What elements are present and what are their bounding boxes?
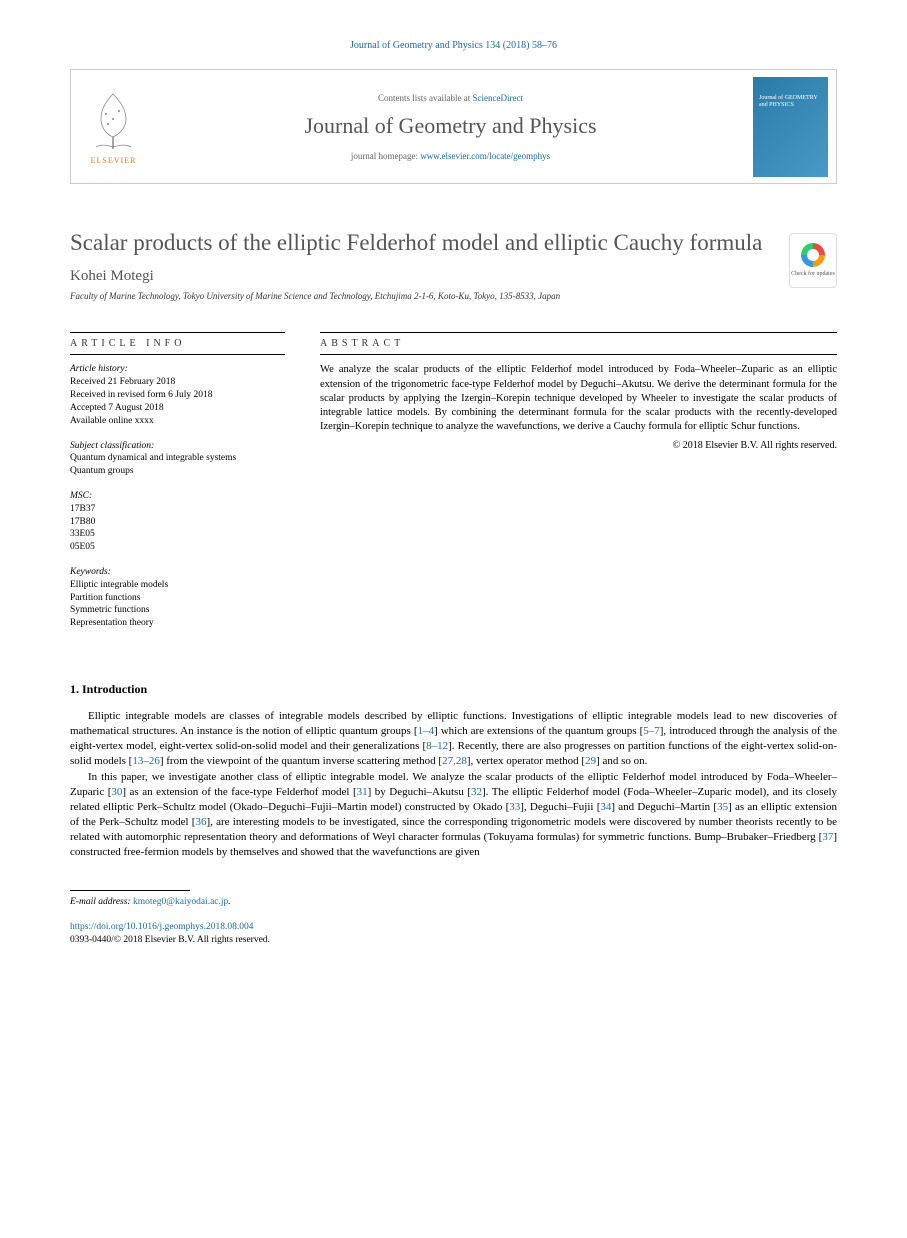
article-info-column: article info Article history: Received 2… [70,332,285,642]
issn-copyright: 0393-0440/© 2018 Elsevier B.V. All right… [70,935,270,945]
abstract-column: abstract We analyze the scalar products … [320,332,837,642]
citation-ref[interactable]: 29 [585,755,596,767]
footer-separator [70,890,190,891]
citation-ref[interactable]: 33 [509,801,520,813]
subject-line: Quantum dynamical and integrable systems [70,452,285,465]
msc-code: 05E05 [70,541,285,554]
citation-ref[interactable]: 8–12 [426,740,448,752]
citation-ref[interactable]: 34 [600,801,611,813]
subject-label: Subject classification: [70,440,285,453]
citation-ref[interactable]: 32 [471,786,482,798]
history-line: Received 21 February 2018 [70,376,285,389]
msc-block: MSC: 17B37 17B80 33E05 05E05 [70,490,285,554]
homepage-line: journal homepage: www.elsevier.com/locat… [176,151,725,161]
citation-ref[interactable]: 36 [195,816,206,828]
contents-prefix: Contents lists available at [378,93,472,103]
homepage-prefix: journal homepage: [351,151,420,161]
keywords-block: Keywords: Elliptic integrable models Par… [70,566,285,630]
email-link[interactable]: kmoteg0@kaiyodai.ac.jp [133,897,228,907]
title-block: Scalar products of the elliptic Felderho… [70,229,837,302]
article-title: Scalar products of the elliptic Felderho… [70,229,769,258]
keyword: Elliptic integrable models [70,579,285,592]
introduction-section: 1. Introduction Elliptic integrable mode… [70,682,837,859]
elsevier-label: ELSEVIER [91,156,137,165]
citation-ref[interactable]: 37 [822,831,833,843]
elsevier-logo: ELSEVIER [71,70,156,183]
history-label: Article history: [70,363,285,376]
homepage-link[interactable]: www.elsevier.com/locate/geomphys [420,151,550,161]
cover-title-text: Journal of GEOMETRY and PHYSICS [759,95,822,109]
contents-lists-line: Contents lists available at ScienceDirec… [176,93,725,103]
article-info-heading: article info [70,332,285,355]
check-updates-label: Check for updates [791,271,835,278]
history-line: Accepted 7 August 2018 [70,402,285,415]
intro-paragraph-1: Elliptic integrable models are classes o… [70,709,837,768]
header-center: Contents lists available at ScienceDirec… [156,83,745,171]
citation-ref[interactable]: 31 [357,786,368,798]
top-citation: Journal of Geometry and Physics 134 (201… [70,40,837,51]
article-history: Article history: Received 21 February 20… [70,363,285,427]
citation-ref[interactable]: 13–26 [132,755,160,767]
msc-label: MSC: [70,490,285,503]
citation-ref[interactable]: 27,28 [442,755,467,767]
subject-line: Quantum groups [70,465,285,478]
abstract-heading: abstract [320,332,837,355]
citation-ref[interactable]: 35 [717,801,728,813]
history-line: Received in revised form 6 July 2018 [70,389,285,402]
corresponding-email: E-mail address: kmoteg0@kaiyodai.ac.jp. [70,897,837,907]
msc-code: 17B80 [70,516,285,529]
history-line: Available online xxxx [70,415,285,428]
check-updates-badge[interactable]: Check for updates [789,233,837,288]
keywords-label: Keywords: [70,566,285,579]
author-name: Kohei Motegi [70,268,769,285]
info-abstract-row: article info Article history: Received 2… [70,332,837,642]
citation-ref[interactable]: 30 [111,786,122,798]
journal-header: ELSEVIER Contents lists available at Sci… [70,69,837,184]
msc-code: 17B37 [70,503,285,516]
sciencedirect-link[interactable]: ScienceDirect [473,93,523,103]
journal-cover-thumbnail: Journal of GEOMETRY and PHYSICS [753,77,828,177]
crossmark-icon [801,243,825,267]
subject-classification: Subject classification: Quantum dynamica… [70,440,285,478]
doi-block: https://doi.org/10.1016/j.geomphys.2018.… [70,921,837,948]
keyword: Partition functions [70,592,285,605]
citation-ref[interactable]: 5–7 [643,725,660,737]
abstract-text: We analyze the scalar products of the el… [320,363,837,434]
keyword: Representation theory [70,617,285,630]
abstract-copyright: © 2018 Elsevier B.V. All rights reserved… [320,440,837,451]
journal-name: Journal of Geometry and Physics [176,113,725,139]
intro-paragraph-2: In this paper, we investigate another cl… [70,770,837,859]
msc-code: 33E05 [70,528,285,541]
doi-link[interactable]: https://doi.org/10.1016/j.geomphys.2018.… [70,922,254,932]
author-affiliation: Faculty of Marine Technology, Tokyo Univ… [70,291,769,303]
email-label: E-mail address: [70,897,131,907]
keyword: Symmetric functions [70,604,285,617]
citation-ref[interactable]: 1–4 [418,725,435,737]
elsevier-tree-icon [86,89,141,154]
section-heading: 1. Introduction [70,682,837,697]
